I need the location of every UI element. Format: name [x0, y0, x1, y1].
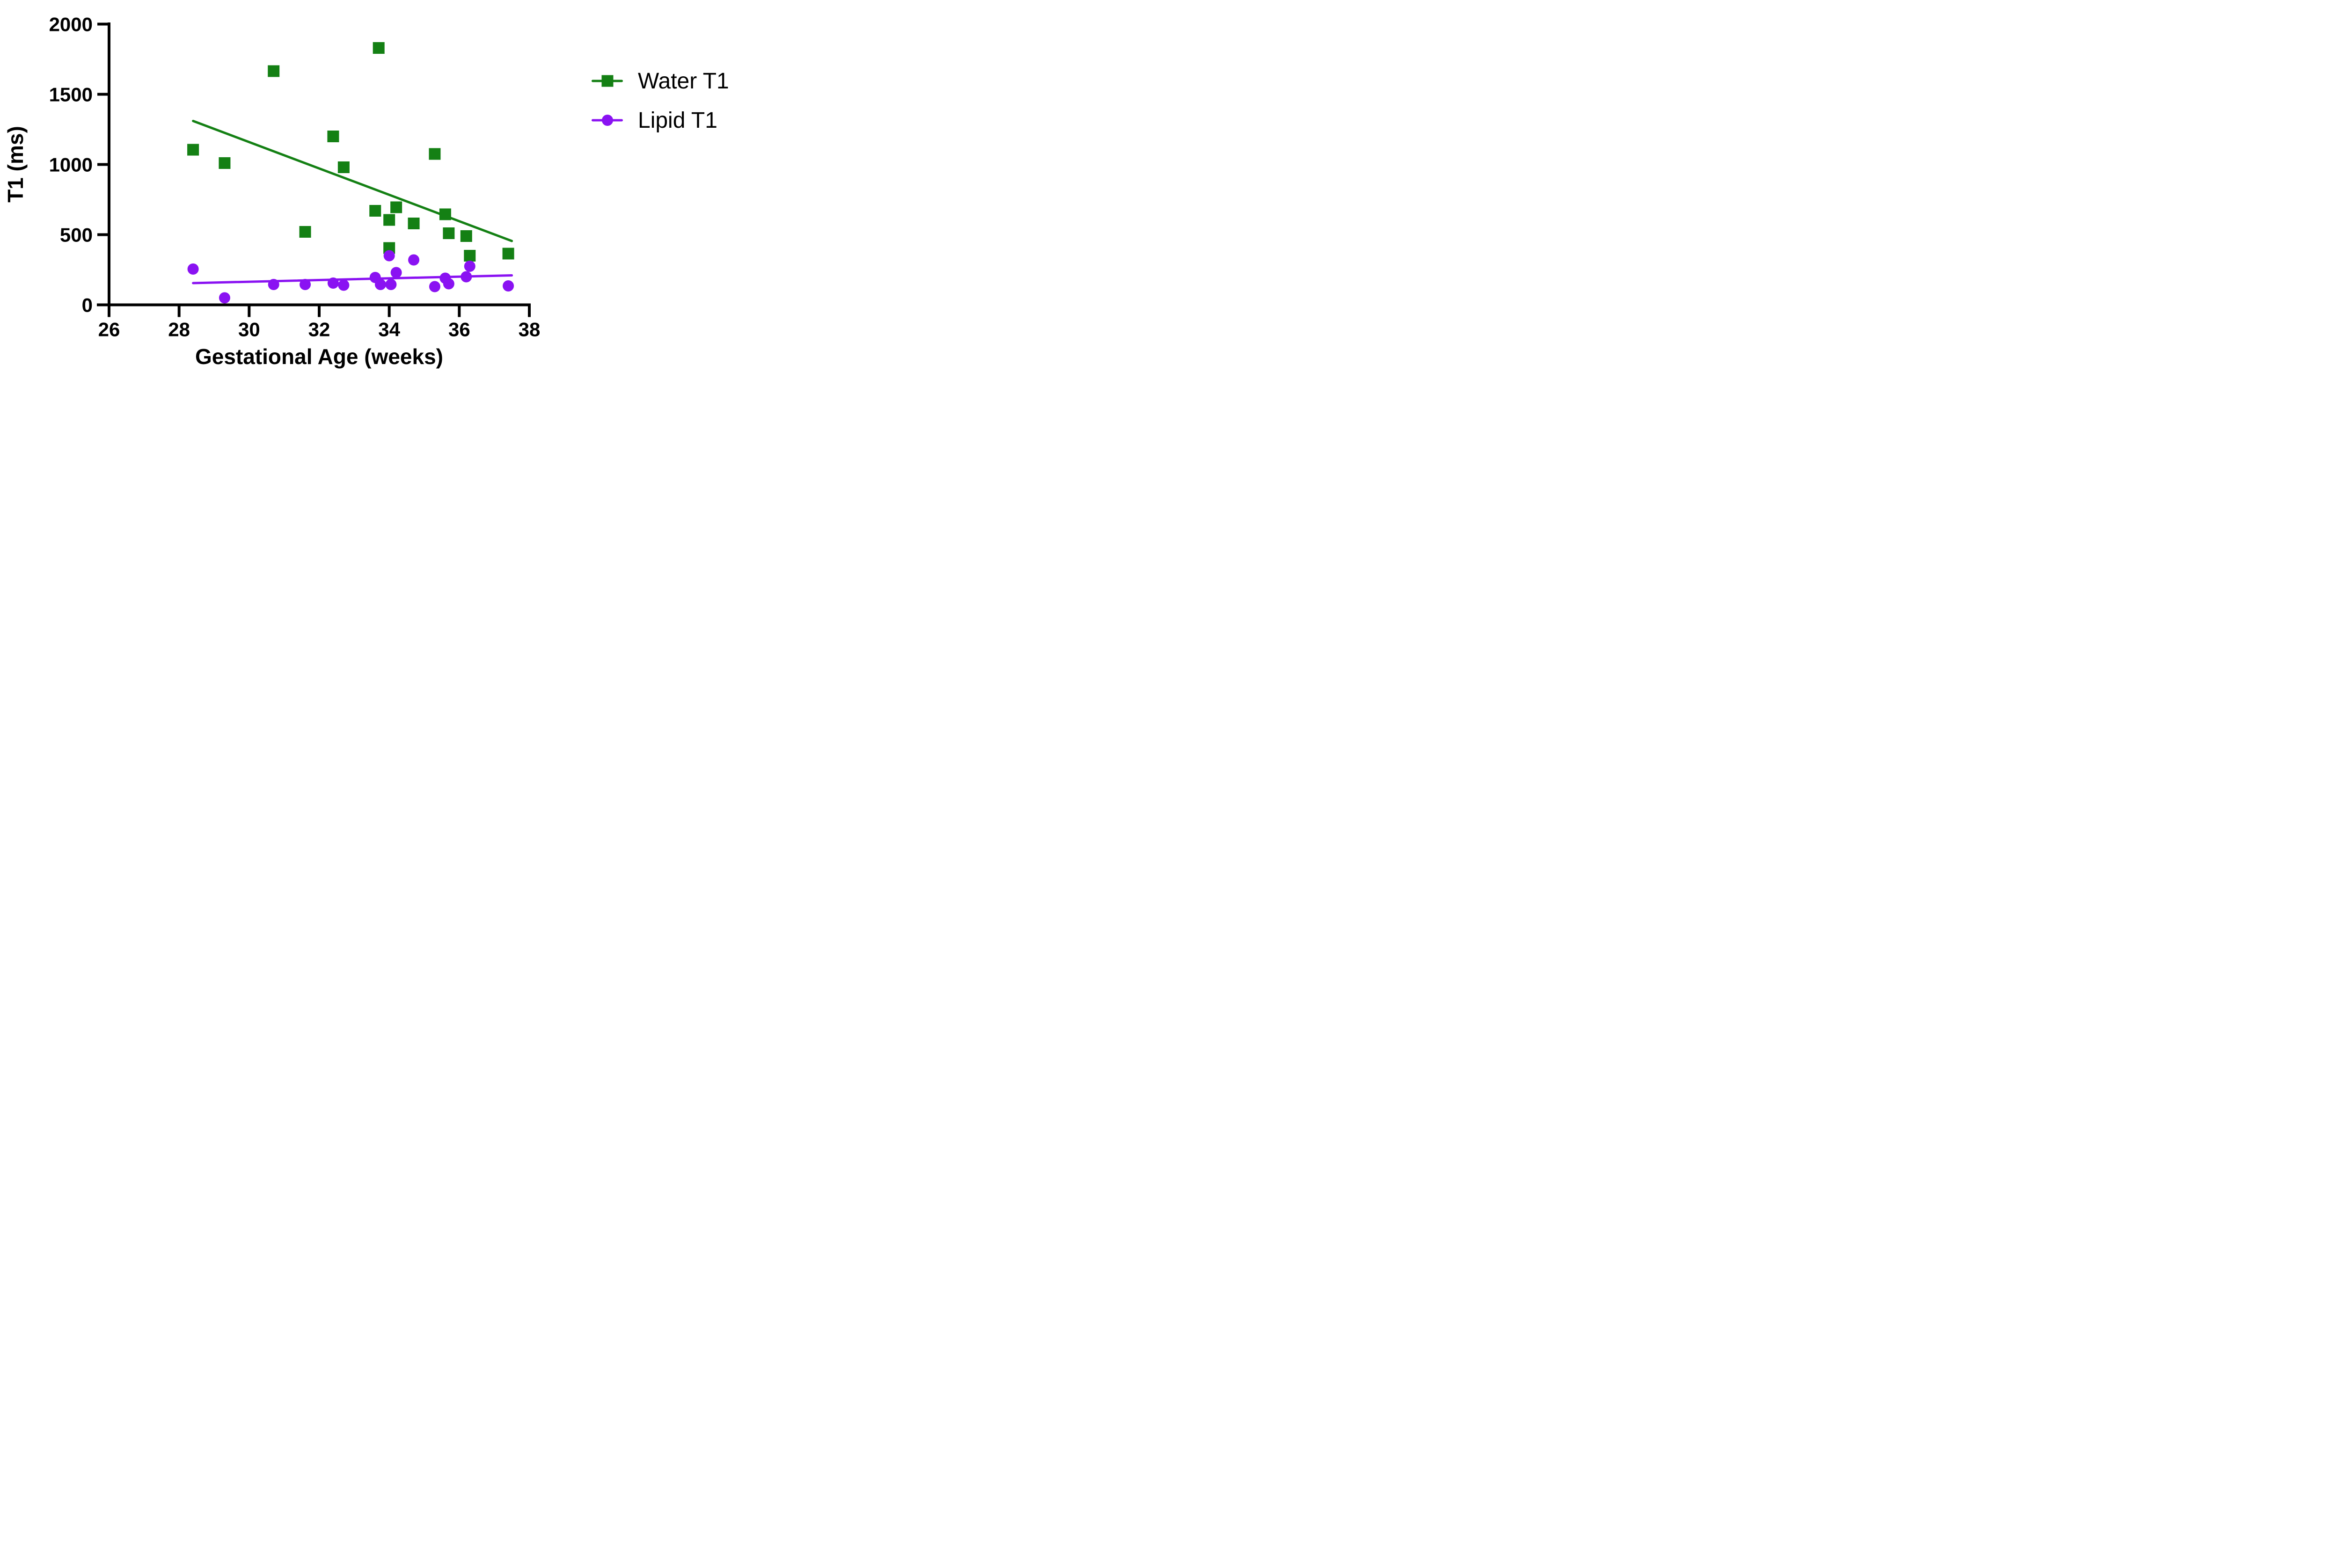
water-t1-square-icon: [592, 67, 623, 95]
water-t1-point: [327, 131, 339, 142]
legend-label-water-t1: Water T1: [638, 68, 729, 94]
y-tick-label: 2000: [49, 14, 93, 36]
lipid-t1-point: [385, 279, 397, 290]
water-t1-point: [187, 144, 199, 156]
water-t1-trend-line: [192, 120, 513, 242]
water-t1-point: [390, 201, 402, 213]
legend-item-lipid-t1: Lipid T1: [592, 106, 729, 134]
water-t1-point: [383, 214, 395, 226]
lipid-t1-point: [408, 254, 420, 266]
x-tick-label: 38: [519, 319, 541, 341]
x-tick-label: 34: [378, 319, 400, 341]
x-tick-label: 28: [168, 319, 190, 341]
y-axis-title: T1 (ms): [3, 126, 28, 203]
y-tick-label: 1500: [49, 84, 93, 106]
lipid-t1-point: [464, 261, 475, 272]
x-axis-title: Gestational Age (weeks): [195, 344, 443, 369]
y-tick-label: 1000: [49, 154, 93, 176]
y-tick-label: 0: [82, 294, 93, 316]
legend: Water T1 Lipid T1: [592, 67, 729, 146]
water-t1-point: [460, 230, 472, 242]
lipid-t1-point: [268, 279, 279, 290]
lipid-t1-point: [443, 278, 454, 290]
x-tick-label: 30: [238, 319, 260, 341]
water-t1-point: [337, 161, 350, 173]
water-t1-point: [299, 226, 311, 238]
lipid-t1-point: [374, 279, 386, 290]
lipid-t1-point: [219, 292, 230, 304]
lipid-t1-point: [390, 267, 402, 278]
water-t1-point: [219, 157, 231, 169]
lipid-t1-circle-icon: [592, 106, 623, 134]
lipid-t1-point: [300, 279, 311, 290]
legend-item-water-t1: Water T1: [592, 67, 729, 95]
water-t1-point: [369, 205, 381, 217]
lipid-t1-trend-line: [192, 274, 513, 284]
water-t1-point: [502, 248, 514, 260]
lipid-t1-point: [503, 280, 514, 292]
x-tick-label: 32: [308, 319, 330, 341]
lipid-t1-point: [327, 277, 339, 289]
chart-canvas: 0 500 1000 1500 2000 26 28 30 32 34 36 38: [49, 14, 541, 341]
x-tick-label: 36: [448, 319, 470, 341]
legend-label-lipid-t1: Lipid T1: [638, 108, 717, 133]
lipid-t1-point: [187, 263, 199, 275]
lipid-t1-point: [383, 250, 395, 262]
water-t1-point: [408, 218, 420, 229]
lipid-t1-point: [338, 279, 350, 291]
lipid-t1-point: [429, 281, 440, 292]
x-tick-label: 26: [98, 319, 120, 341]
water-t1-point: [464, 250, 476, 262]
water-t1-point: [268, 65, 280, 77]
water-t1-point: [429, 148, 441, 160]
chart-figure: 0 500 1000 1500 2000 26 28 30 32 34 36 38 T1 (ms) G…: [0, 0, 739, 392]
lipid-t1-point: [461, 271, 472, 283]
y-tick-label: 500: [60, 224, 93, 246]
water-t1-point: [373, 42, 385, 54]
water-t1-point: [443, 227, 455, 239]
